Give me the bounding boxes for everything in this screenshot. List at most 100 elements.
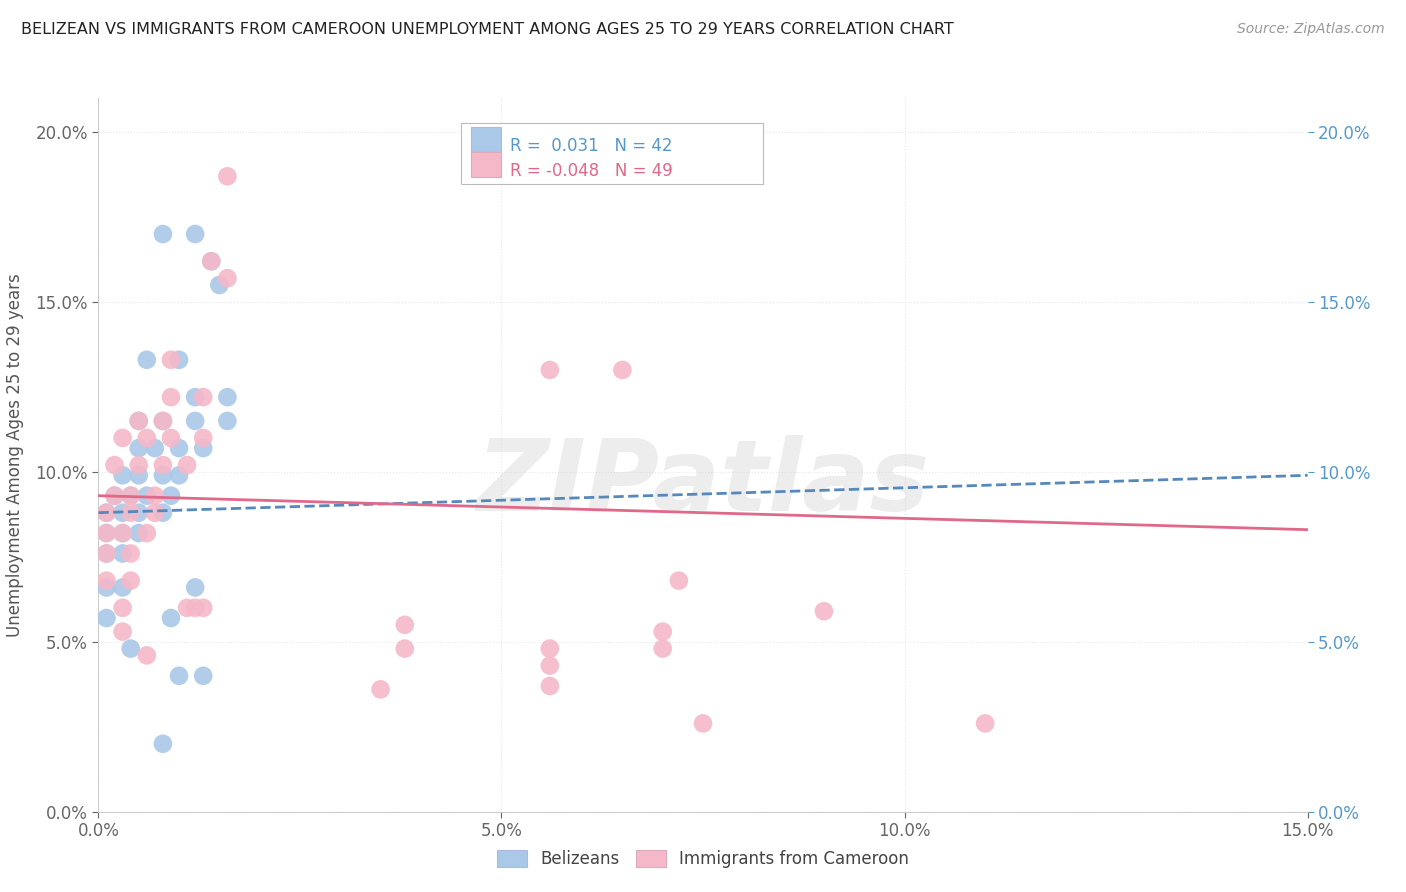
Point <box>394 617 416 632</box>
Text: ZIPatlas: ZIPatlas <box>477 435 929 532</box>
Point <box>128 414 150 428</box>
Point <box>120 489 142 503</box>
Point <box>120 506 142 520</box>
Point <box>120 641 142 656</box>
Point <box>208 278 231 293</box>
Point <box>160 390 183 404</box>
Text: Source: ZipAtlas.com: Source: ZipAtlas.com <box>1237 22 1385 37</box>
Point <box>143 489 166 503</box>
Bar <box>471 127 501 152</box>
Point <box>176 600 198 615</box>
Point <box>111 526 134 541</box>
Point <box>128 458 150 472</box>
Point <box>111 506 134 520</box>
Point <box>184 600 207 615</box>
Point <box>160 352 183 367</box>
Bar <box>471 152 501 177</box>
Point <box>200 254 222 268</box>
Point <box>184 390 207 404</box>
Point <box>193 669 215 683</box>
Point <box>193 600 215 615</box>
Point <box>96 506 118 520</box>
Point <box>152 414 174 428</box>
Point <box>96 506 118 520</box>
Point <box>193 390 215 404</box>
Point <box>128 441 150 455</box>
Point <box>128 414 150 428</box>
Point <box>135 352 157 367</box>
Legend: Belizeans, Immigrants from Cameroon: Belizeans, Immigrants from Cameroon <box>491 843 915 875</box>
Point <box>128 506 150 520</box>
Point <box>200 254 222 268</box>
Text: R =  0.031   N = 42: R = 0.031 N = 42 <box>509 137 672 155</box>
Text: R = -0.048   N = 49: R = -0.048 N = 49 <box>509 162 672 180</box>
Point <box>160 489 183 503</box>
Point <box>152 737 174 751</box>
Point <box>160 431 183 445</box>
Point <box>370 682 392 697</box>
FancyBboxPatch shape <box>461 123 763 184</box>
Point <box>120 574 142 588</box>
Point <box>152 468 174 483</box>
Point <box>692 716 714 731</box>
Point <box>135 489 157 503</box>
Point <box>538 641 561 656</box>
Point <box>184 227 207 241</box>
Point <box>128 468 150 483</box>
Point <box>96 546 118 560</box>
Point <box>176 458 198 472</box>
Point <box>668 574 690 588</box>
Point <box>103 458 125 472</box>
Y-axis label: Unemployment Among Ages 25 to 29 years: Unemployment Among Ages 25 to 29 years <box>7 273 24 637</box>
Text: BELIZEAN VS IMMIGRANTS FROM CAMEROON UNEMPLOYMENT AMONG AGES 25 TO 29 YEARS CORR: BELIZEAN VS IMMIGRANTS FROM CAMEROON UNE… <box>21 22 953 37</box>
Point <box>103 489 125 503</box>
Point <box>394 641 416 656</box>
Point <box>538 363 561 377</box>
Point <box>184 414 207 428</box>
Point <box>111 468 134 483</box>
Point <box>167 441 190 455</box>
Point <box>111 600 134 615</box>
Point <box>152 227 174 241</box>
Point <box>217 271 239 285</box>
Point <box>96 611 118 625</box>
Point <box>651 624 673 639</box>
Point <box>193 441 215 455</box>
Point <box>96 581 118 595</box>
Point <box>160 611 183 625</box>
Point <box>184 581 207 595</box>
Point <box>135 526 157 541</box>
Point <box>128 526 150 541</box>
Point <box>538 658 561 673</box>
Point <box>152 506 174 520</box>
Point <box>135 648 157 663</box>
Point <box>813 604 835 618</box>
Point <box>120 489 142 503</box>
Point <box>103 489 125 503</box>
Point <box>143 506 166 520</box>
Point <box>96 574 118 588</box>
Point <box>111 581 134 595</box>
Point <box>538 679 561 693</box>
Point <box>167 669 190 683</box>
Point <box>120 546 142 560</box>
Point <box>217 414 239 428</box>
Point <box>111 546 134 560</box>
Point <box>217 390 239 404</box>
Point <box>96 526 118 541</box>
Point <box>135 431 157 445</box>
Point <box>111 624 134 639</box>
Point <box>152 458 174 472</box>
Point <box>612 363 634 377</box>
Point <box>96 546 118 560</box>
Point <box>193 431 215 445</box>
Point <box>111 526 134 541</box>
Point <box>167 468 190 483</box>
Point <box>974 716 997 731</box>
Point <box>167 352 190 367</box>
Point <box>651 641 673 656</box>
Point <box>217 169 239 184</box>
Point <box>111 431 134 445</box>
Point <box>143 441 166 455</box>
Point <box>152 414 174 428</box>
